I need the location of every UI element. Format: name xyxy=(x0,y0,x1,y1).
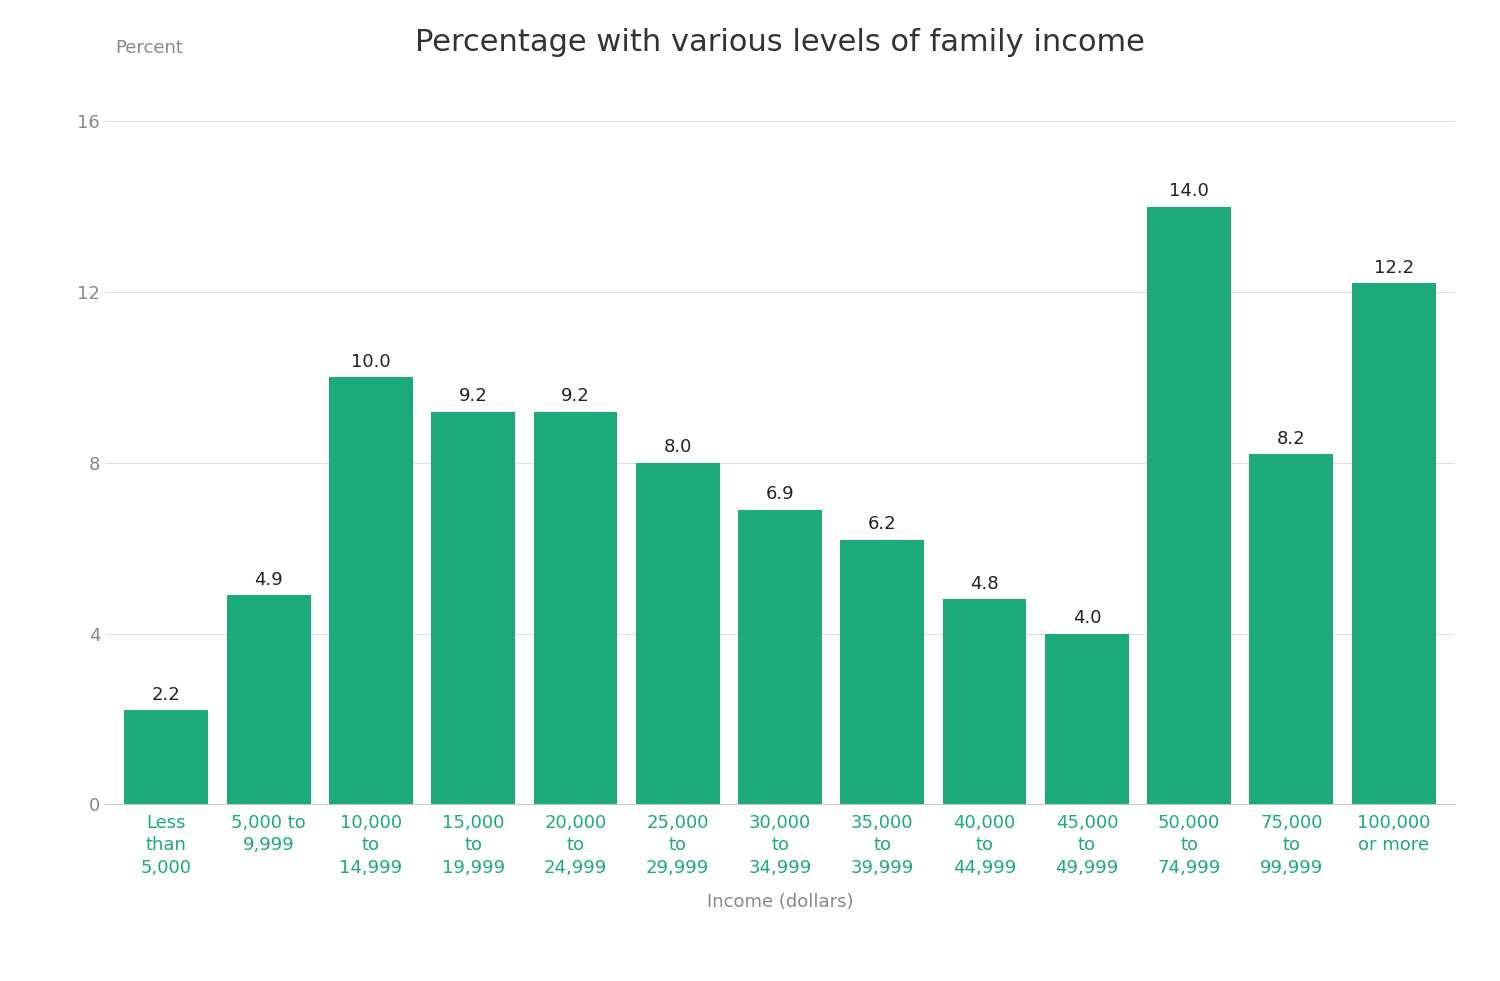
Bar xyxy=(328,378,412,804)
Bar xyxy=(840,540,924,804)
Bar xyxy=(636,463,720,804)
Text: 2.2: 2.2 xyxy=(152,686,180,704)
Text: 4.9: 4.9 xyxy=(255,571,284,589)
Text: 6.9: 6.9 xyxy=(765,486,795,503)
X-axis label: Income (dollars): Income (dollars) xyxy=(706,894,854,911)
Bar xyxy=(738,510,822,804)
Text: 10.0: 10.0 xyxy=(351,353,390,371)
Bar xyxy=(226,595,310,804)
Bar xyxy=(1352,284,1436,804)
Bar xyxy=(1046,634,1130,804)
Bar xyxy=(1250,454,1334,804)
Bar xyxy=(432,412,514,804)
Text: 6.2: 6.2 xyxy=(868,515,897,534)
Text: 9.2: 9.2 xyxy=(459,387,488,405)
Text: Percent: Percent xyxy=(116,39,183,57)
Text: 8.2: 8.2 xyxy=(1276,430,1305,448)
Text: 4.0: 4.0 xyxy=(1072,609,1101,627)
Text: 12.2: 12.2 xyxy=(1374,259,1413,277)
Title: Percentage with various levels of family income: Percentage with various levels of family… xyxy=(416,27,1144,57)
Text: 4.8: 4.8 xyxy=(970,575,999,594)
Bar xyxy=(124,710,208,804)
Text: 9.2: 9.2 xyxy=(561,387,590,405)
Bar xyxy=(942,599,1026,804)
Text: 14.0: 14.0 xyxy=(1168,182,1209,200)
Text: 8.0: 8.0 xyxy=(663,439,692,456)
Bar xyxy=(534,412,618,804)
Bar xyxy=(1148,207,1232,804)
